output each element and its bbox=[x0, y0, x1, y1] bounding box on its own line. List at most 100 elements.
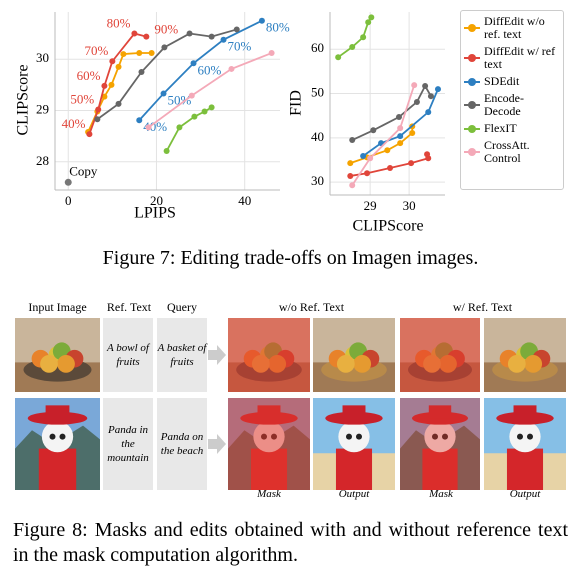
legend-label: DiffEdit w/ ref text bbox=[484, 44, 556, 71]
legend-dot bbox=[468, 124, 476, 133]
legend-label: Encode-Decode bbox=[484, 91, 524, 118]
column-header: Ref. Text bbox=[106, 300, 152, 314]
data-point bbox=[258, 17, 265, 24]
fruit bbox=[353, 355, 372, 373]
legend-entry: Encode-Decode bbox=[464, 92, 560, 118]
data-point bbox=[163, 148, 170, 155]
data-point bbox=[101, 82, 108, 89]
x-tick-label: 40 bbox=[238, 193, 251, 208]
legend-swatch bbox=[464, 23, 480, 33]
data-point bbox=[131, 30, 138, 37]
figure8-caption: Figure 8: Masks and edits obtained with … bbox=[13, 519, 568, 566]
data-point bbox=[176, 124, 183, 131]
data-point bbox=[424, 151, 431, 158]
data-point bbox=[370, 127, 377, 134]
head bbox=[424, 421, 456, 453]
arrow bbox=[208, 345, 226, 365]
fruit bbox=[57, 355, 75, 373]
head bbox=[338, 421, 370, 453]
legend-swatch bbox=[464, 124, 480, 134]
data-point bbox=[427, 93, 434, 100]
x-tick-label: 29 bbox=[364, 198, 377, 213]
data-point bbox=[136, 50, 143, 57]
series-line bbox=[351, 84, 432, 141]
data-point bbox=[220, 36, 227, 43]
data-point bbox=[208, 104, 215, 111]
legend-dot bbox=[468, 24, 476, 32]
data-point bbox=[347, 172, 354, 179]
shirt bbox=[506, 448, 544, 490]
image bbox=[313, 398, 395, 490]
image bbox=[484, 398, 566, 490]
legend-swatch bbox=[464, 53, 480, 63]
data-point bbox=[191, 113, 198, 120]
shirt bbox=[335, 448, 373, 490]
data-point bbox=[148, 50, 155, 57]
data-point bbox=[396, 114, 402, 121]
x-tick-label: 0 bbox=[65, 193, 72, 208]
mask-overlay bbox=[400, 398, 480, 490]
data-point bbox=[228, 65, 235, 72]
eye bbox=[49, 433, 56, 440]
mask-overlay bbox=[228, 398, 310, 490]
point-label: 80% bbox=[107, 16, 131, 31]
image bbox=[228, 398, 310, 490]
data-point bbox=[86, 131, 93, 138]
arrow bbox=[208, 434, 226, 454]
point-label: 50% bbox=[168, 93, 192, 108]
data-point bbox=[268, 50, 275, 57]
data-point bbox=[115, 63, 122, 70]
legend-entry: DiffEdit w/o ref. text bbox=[464, 15, 560, 41]
data-point bbox=[434, 86, 441, 93]
ref-text-cell: A bowl of fruits bbox=[103, 318, 153, 392]
data-point bbox=[384, 147, 391, 154]
eye bbox=[517, 433, 523, 440]
data-point bbox=[138, 69, 145, 76]
column-header: w/ Ref. Text bbox=[452, 300, 513, 314]
y-tick-label: 30 bbox=[311, 173, 324, 188]
eye bbox=[442, 433, 448, 440]
data-point bbox=[115, 100, 122, 107]
data-point bbox=[365, 19, 372, 26]
y-tick-label: 29 bbox=[36, 101, 49, 116]
point-label: 90% bbox=[154, 22, 178, 37]
image bbox=[15, 318, 100, 392]
legend: DiffEdit w/o ref. text DiffEdit w/ ref te… bbox=[460, 10, 564, 190]
eye bbox=[59, 433, 66, 440]
y-tick-label: 40 bbox=[311, 129, 324, 144]
query-cell: A basket of fruits bbox=[157, 318, 207, 392]
shirt bbox=[422, 448, 458, 490]
image bbox=[228, 318, 310, 392]
legend-entry: DiffEdit w/ ref text bbox=[464, 45, 560, 71]
legend-dot bbox=[468, 54, 476, 62]
legend-label: DiffEdit w/o ref. text bbox=[484, 14, 545, 41]
ref-text-cell: Panda in the mountain bbox=[103, 398, 153, 490]
fruit bbox=[507, 355, 526, 373]
head bbox=[41, 421, 74, 453]
data-point bbox=[349, 182, 356, 189]
data-point bbox=[145, 124, 152, 131]
data-point bbox=[408, 160, 415, 167]
hat-top bbox=[428, 405, 452, 419]
image bbox=[15, 398, 100, 490]
data-point bbox=[188, 92, 195, 99]
column-header: Query bbox=[167, 300, 197, 314]
data-point bbox=[208, 33, 215, 40]
data-point bbox=[186, 30, 193, 37]
y-tick-label: 28 bbox=[36, 153, 49, 168]
mask-overlay bbox=[228, 318, 310, 392]
legend-label: CrossAtt. Control bbox=[484, 138, 530, 165]
data-point bbox=[397, 140, 404, 147]
data-point bbox=[364, 170, 371, 177]
y-axis-label: FID bbox=[288, 90, 305, 116]
data-point bbox=[120, 51, 127, 58]
fruit bbox=[40, 355, 58, 373]
data-point bbox=[108, 81, 115, 88]
data-point bbox=[411, 82, 418, 89]
shirt bbox=[38, 448, 77, 490]
data-point bbox=[397, 133, 404, 140]
data-point bbox=[161, 44, 168, 51]
legend-label: FlexIT bbox=[484, 121, 517, 135]
